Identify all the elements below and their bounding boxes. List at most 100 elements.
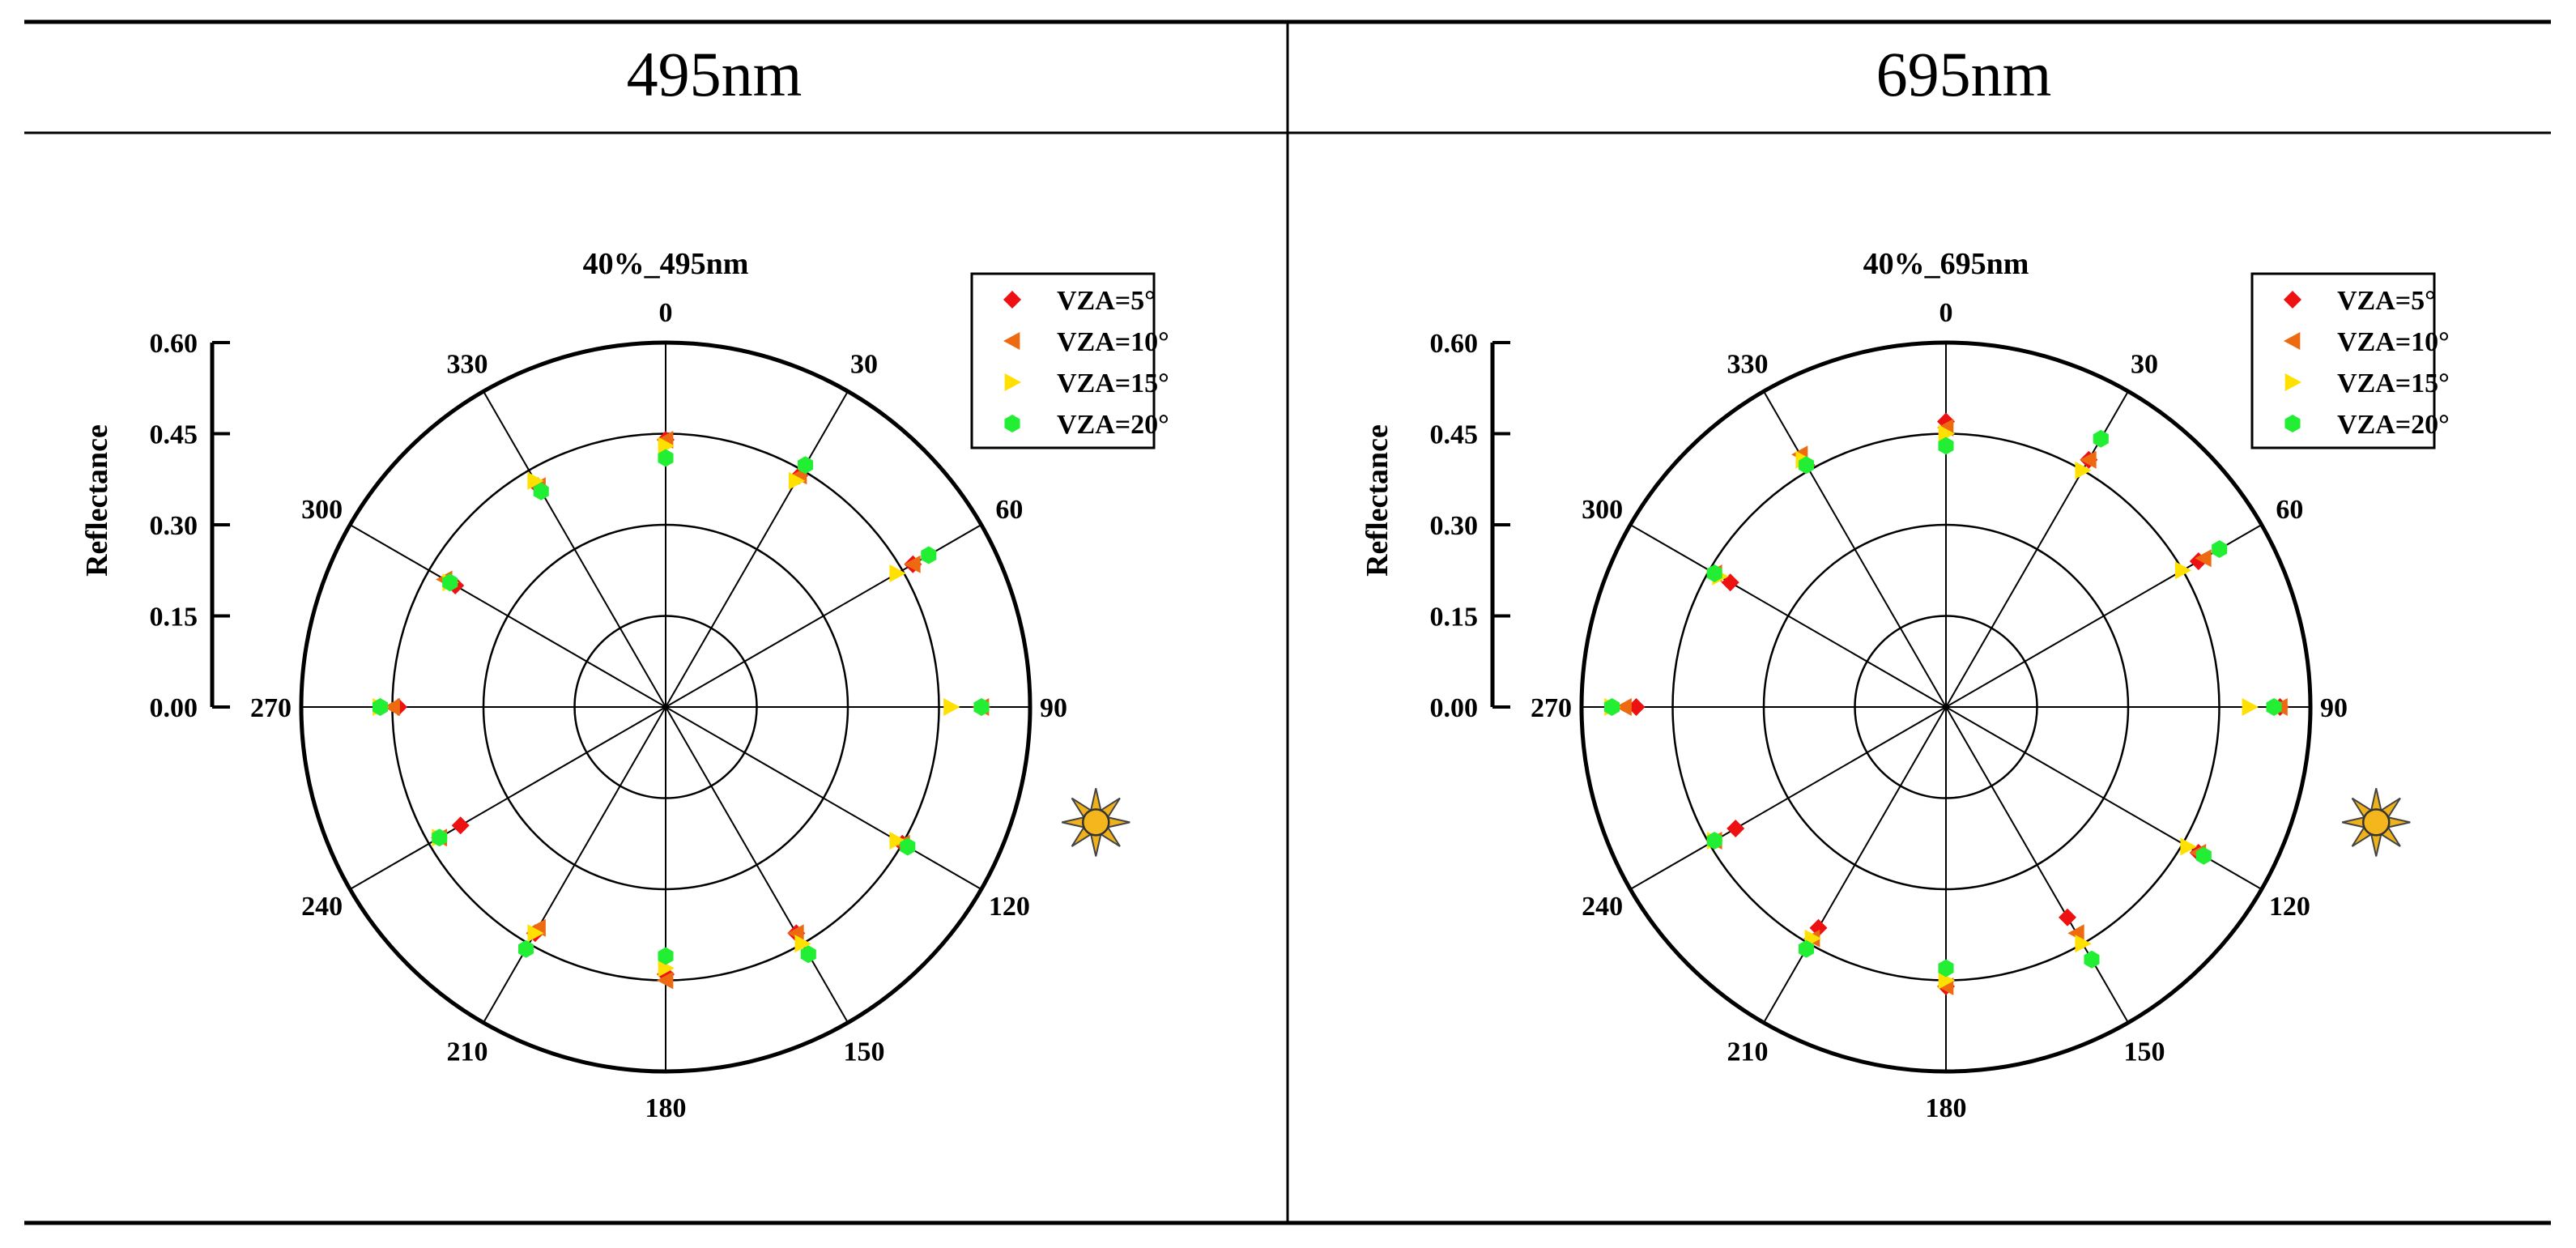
angle-tick-label: 210 <box>1727 1037 1769 1067</box>
data-point <box>797 456 814 475</box>
data-point <box>2212 540 2228 558</box>
data-point <box>2180 837 2197 856</box>
data-point <box>442 573 458 592</box>
data-point <box>527 924 544 943</box>
polar-spoke <box>1763 390 1947 708</box>
data-point <box>943 698 960 716</box>
radial-tick-label: 0.45 <box>150 420 198 450</box>
legend-box <box>970 272 1156 449</box>
radial-tick-label: 0.60 <box>1430 329 1479 359</box>
angle-tick-label: 90 <box>2320 693 2348 723</box>
data-point <box>1938 437 1954 455</box>
data-point <box>1706 564 1722 582</box>
series-4 <box>1603 429 2282 978</box>
legend-label: VZA=15° <box>2337 368 2450 398</box>
data-point <box>1938 959 1954 978</box>
angle-tick-label: 150 <box>844 1037 885 1067</box>
data-point <box>1615 698 1632 716</box>
radial-tick-label: 0.15 <box>150 603 198 633</box>
data-point <box>527 471 544 490</box>
polar-spoke <box>483 390 666 708</box>
radial-tick-label: 0.00 <box>1430 693 1479 723</box>
legend-label: VZA=5° <box>2337 286 2436 316</box>
data-point <box>889 564 906 582</box>
legend-label: VZA=10° <box>1057 327 1169 357</box>
series-2 <box>383 431 990 990</box>
sun-disc <box>2362 808 2391 837</box>
sun-icon <box>2342 788 2411 857</box>
polar-spoke <box>1629 524 1947 708</box>
data-point <box>1706 832 1722 850</box>
polar-spoke <box>1945 706 2129 1024</box>
data-point <box>2075 935 2092 953</box>
data-point <box>2084 950 2100 969</box>
data-point <box>1798 456 1815 475</box>
angle-tick-label: 90 <box>1040 693 1067 723</box>
radial-axis-label: Reflectance <box>1360 424 1394 577</box>
data-point <box>432 828 448 847</box>
polar-panel-495nm: 0 30 60 90 120 150 180 210 240 270 300 330 40%_495nm… <box>80 247 1169 1123</box>
angle-tick-label: 180 <box>645 1093 687 1123</box>
data-point <box>794 935 811 953</box>
angle-tick-label: 300 <box>301 495 343 525</box>
data-point <box>658 959 675 978</box>
angle-tick-label: 330 <box>447 350 488 380</box>
column-header-1: 495nm <box>627 39 803 109</box>
polar-panel-695nm: 0 30 60 90 120 150 180 210 240 270 300 330 40%_695nm… <box>1360 247 2450 1123</box>
radial-tick-label: 0.15 <box>1430 603 1479 633</box>
data-point <box>921 546 937 564</box>
sun-disc <box>1082 808 1110 837</box>
radial-tick-label: 0.00 <box>150 693 198 723</box>
polar-spoke <box>1763 706 1947 1024</box>
legend-marker <box>2284 415 2301 432</box>
data-point <box>657 971 674 990</box>
data-point <box>372 698 389 716</box>
angle-tick-label: 270 <box>1531 693 1572 723</box>
angle-tick-label: 30 <box>2131 350 2158 380</box>
angle-tick-label: 120 <box>2269 892 2310 922</box>
data-point <box>2080 450 2097 469</box>
data-point <box>383 698 400 716</box>
data-point <box>1938 424 1955 443</box>
angle-tick-label: 240 <box>301 892 343 922</box>
data-point <box>1721 573 1739 592</box>
angle-tick-label: 270 <box>250 693 292 723</box>
data-point <box>1727 820 1745 837</box>
data-point <box>889 832 906 850</box>
data-point <box>1603 698 1620 716</box>
angle-tick-label: 240 <box>1582 892 1623 922</box>
sun-icon <box>1062 788 1130 857</box>
radial-axis-label: Reflectance <box>80 424 114 577</box>
data-point <box>904 555 921 573</box>
radial-tick-label: 0.30 <box>1430 511 1479 541</box>
data-point <box>533 482 549 500</box>
data-point <box>658 437 675 455</box>
chart-title: 40%_695nm <box>1863 247 2029 281</box>
angle-tick-label: 0 <box>1939 298 1953 328</box>
angle-tick-label: 150 <box>2124 1037 2165 1067</box>
angle-tick-label: 180 <box>1926 1093 1967 1123</box>
series-1 <box>1627 412 2289 995</box>
legend-marker <box>2284 332 2301 350</box>
polar-spoke <box>349 706 666 890</box>
legend-label: VZA=20° <box>1057 410 1169 440</box>
angle-tick-label: 300 <box>1582 495 1623 525</box>
data-point <box>1809 918 1828 937</box>
polar-spoke <box>349 524 666 708</box>
legend-marker <box>1004 415 1020 432</box>
radial-tick-label: 0.60 <box>150 329 198 359</box>
data-point <box>800 945 816 964</box>
legend-label: VZA=5° <box>1057 286 1156 316</box>
data-point <box>1938 971 1955 990</box>
polar-spoke <box>1629 706 1947 890</box>
data-point <box>1627 698 1646 716</box>
legend-box <box>2250 272 2436 449</box>
data-point <box>973 698 990 716</box>
data-point <box>2266 698 2282 716</box>
radial-tick-label: 0.45 <box>1430 420 1479 450</box>
data-point <box>2195 549 2212 568</box>
legend-marker <box>1003 332 1020 350</box>
legend-label: VZA=10° <box>2337 327 2450 357</box>
angle-tick-label: 330 <box>1727 350 1769 380</box>
